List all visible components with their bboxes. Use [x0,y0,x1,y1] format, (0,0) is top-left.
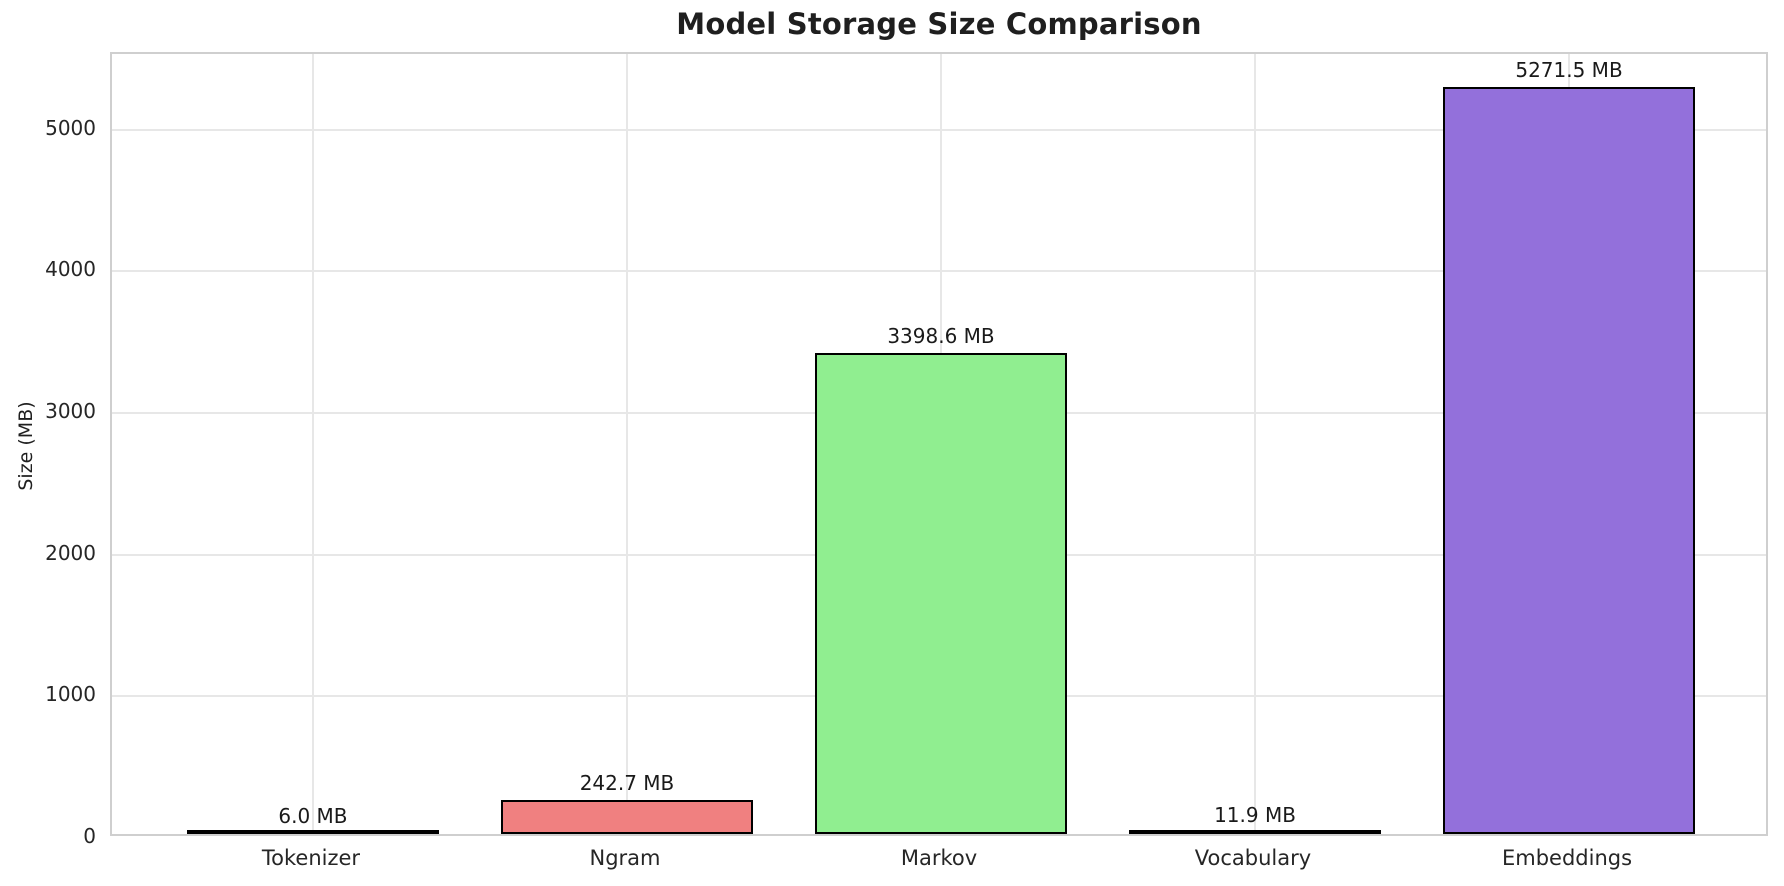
gridline-h [112,128,1766,131]
y-tick-label: 1000 [45,682,96,707]
bar-value-label: 242.7 MB [579,770,675,795]
plot-area: 6.0 MB 242.7 MB 3398.6 MB 11.9 MB 5271.5 MB [110,52,1768,836]
gridline-h [112,270,1766,273]
x-tick-label: Vocabulary [1194,846,1312,870]
x-tick-label: Tokenizer [261,846,361,870]
gridline-v [1254,54,1256,834]
gridline-v [625,54,628,834]
y-tick-label: 2000 [45,540,96,565]
bar [1443,87,1695,834]
y-tick-label: 0 [83,824,96,848]
bar-value-label: 6.0 MB [278,804,348,829]
bar [1129,830,1381,834]
bar-value-label: 11.9 MB [1214,803,1296,828]
x-tick-label: Embeddings [1501,846,1633,870]
bar [501,799,753,834]
y-tick-label: 3000 [45,399,96,424]
gridline-v [311,54,314,834]
bar-value-label: 3398.6 MB [887,323,995,348]
bar [187,830,439,834]
chart-title: Model Storage Size Comparison [676,7,1202,41]
x-tick-label: Ngram [589,846,661,870]
y-tick-label: 5000 [45,115,96,140]
bar [815,352,1067,834]
x-tick-label: Markov [900,846,978,870]
bar-value-label: 5271.5 MB [1515,58,1623,83]
y-tick-label: 4000 [45,257,96,282]
